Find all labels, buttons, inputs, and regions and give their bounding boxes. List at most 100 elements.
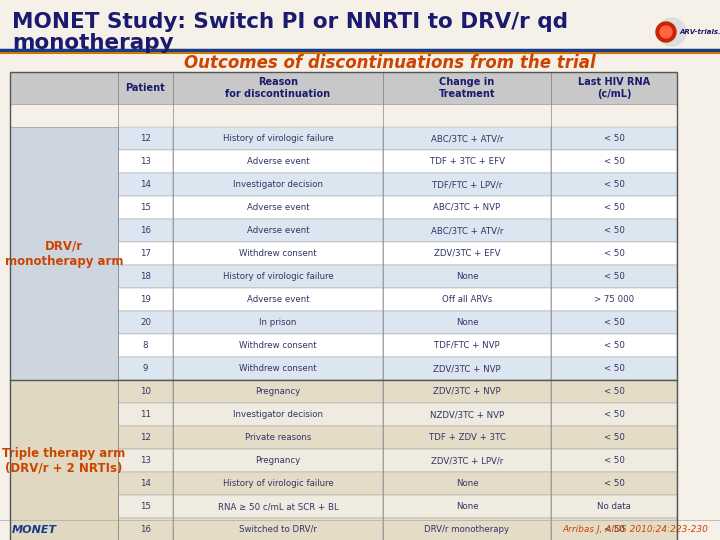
FancyBboxPatch shape bbox=[383, 219, 551, 242]
Text: < 50: < 50 bbox=[603, 433, 624, 442]
FancyBboxPatch shape bbox=[118, 518, 173, 540]
Text: < 50: < 50 bbox=[603, 134, 624, 143]
FancyBboxPatch shape bbox=[173, 72, 383, 104]
Text: ZDV/3TC + EFV: ZDV/3TC + EFV bbox=[433, 249, 500, 258]
FancyBboxPatch shape bbox=[383, 127, 551, 150]
FancyBboxPatch shape bbox=[383, 265, 551, 288]
Text: Reason
for discontinuation: Reason for discontinuation bbox=[225, 77, 330, 99]
Text: 10: 10 bbox=[140, 387, 151, 396]
Text: 19: 19 bbox=[140, 295, 151, 304]
FancyBboxPatch shape bbox=[118, 495, 173, 518]
FancyBboxPatch shape bbox=[383, 449, 551, 472]
FancyBboxPatch shape bbox=[173, 265, 383, 288]
Text: 9: 9 bbox=[143, 364, 148, 373]
FancyBboxPatch shape bbox=[173, 334, 383, 357]
Text: TDF/FTC + NVP: TDF/FTC + NVP bbox=[434, 341, 500, 350]
FancyBboxPatch shape bbox=[118, 173, 173, 196]
FancyBboxPatch shape bbox=[118, 449, 173, 472]
Text: MONET Study: Switch PI or NNRTI to DRV/r qd: MONET Study: Switch PI or NNRTI to DRV/r… bbox=[12, 12, 568, 32]
Text: In prison: In prison bbox=[259, 318, 297, 327]
Text: < 50: < 50 bbox=[603, 226, 624, 235]
Text: ABC/3TC + ATV/r: ABC/3TC + ATV/r bbox=[431, 226, 503, 235]
FancyBboxPatch shape bbox=[10, 72, 118, 104]
Text: < 50: < 50 bbox=[603, 479, 624, 488]
Circle shape bbox=[658, 18, 686, 46]
Text: 14: 14 bbox=[140, 479, 151, 488]
FancyBboxPatch shape bbox=[383, 357, 551, 380]
Text: No data: No data bbox=[597, 502, 631, 511]
FancyBboxPatch shape bbox=[383, 288, 551, 311]
Text: Investigator decision: Investigator decision bbox=[233, 180, 323, 189]
Text: 14: 14 bbox=[140, 180, 151, 189]
FancyBboxPatch shape bbox=[173, 426, 383, 449]
Text: Adverse event: Adverse event bbox=[247, 295, 310, 304]
Text: MONET: MONET bbox=[12, 525, 57, 535]
FancyBboxPatch shape bbox=[173, 196, 383, 219]
Text: 12: 12 bbox=[140, 134, 151, 143]
FancyBboxPatch shape bbox=[118, 472, 173, 495]
FancyBboxPatch shape bbox=[551, 472, 677, 495]
FancyBboxPatch shape bbox=[173, 311, 383, 334]
FancyBboxPatch shape bbox=[118, 380, 173, 403]
Text: ZDV/3TC + NVP: ZDV/3TC + NVP bbox=[433, 364, 501, 373]
Text: Adverse event: Adverse event bbox=[247, 157, 310, 166]
FancyBboxPatch shape bbox=[173, 219, 383, 242]
Text: Adverse event: Adverse event bbox=[247, 203, 310, 212]
Text: < 50: < 50 bbox=[603, 387, 624, 396]
Text: 12: 12 bbox=[140, 433, 151, 442]
Text: DRV/r
monotherapy arm: DRV/r monotherapy arm bbox=[5, 240, 123, 267]
FancyBboxPatch shape bbox=[551, 449, 677, 472]
Text: History of virologic failure: History of virologic failure bbox=[222, 272, 333, 281]
Text: < 50: < 50 bbox=[603, 364, 624, 373]
FancyBboxPatch shape bbox=[383, 173, 551, 196]
Text: Arribas J, AIDS 2010;24:223-230: Arribas J, AIDS 2010;24:223-230 bbox=[562, 525, 708, 535]
FancyBboxPatch shape bbox=[551, 426, 677, 449]
Text: Outcomes of discontinuations from the trial: Outcomes of discontinuations from the tr… bbox=[184, 54, 596, 72]
Text: < 50: < 50 bbox=[603, 456, 624, 465]
Text: History of virologic failure: History of virologic failure bbox=[222, 479, 333, 488]
Text: ABC/3TC + ATV/r: ABC/3TC + ATV/r bbox=[431, 134, 503, 143]
Text: > 75 000: > 75 000 bbox=[594, 295, 634, 304]
FancyBboxPatch shape bbox=[10, 127, 118, 380]
Text: ZDV/3TC + NVP: ZDV/3TC + NVP bbox=[433, 387, 501, 396]
Text: < 50: < 50 bbox=[603, 157, 624, 166]
FancyBboxPatch shape bbox=[118, 242, 173, 265]
FancyBboxPatch shape bbox=[118, 334, 173, 357]
Text: DRV/r monotherapy: DRV/r monotherapy bbox=[424, 525, 510, 534]
FancyBboxPatch shape bbox=[551, 357, 677, 380]
FancyBboxPatch shape bbox=[551, 311, 677, 334]
FancyBboxPatch shape bbox=[551, 380, 677, 403]
Text: 11: 11 bbox=[140, 410, 151, 419]
Text: History of virologic failure: History of virologic failure bbox=[222, 134, 333, 143]
Text: 15: 15 bbox=[140, 203, 151, 212]
FancyBboxPatch shape bbox=[118, 265, 173, 288]
FancyBboxPatch shape bbox=[118, 72, 173, 104]
Text: < 50: < 50 bbox=[603, 525, 624, 534]
FancyBboxPatch shape bbox=[551, 242, 677, 265]
FancyBboxPatch shape bbox=[551, 403, 677, 426]
FancyBboxPatch shape bbox=[173, 242, 383, 265]
Text: None: None bbox=[456, 318, 478, 327]
FancyBboxPatch shape bbox=[118, 219, 173, 242]
Text: ABC/3TC + NVP: ABC/3TC + NVP bbox=[433, 203, 500, 212]
Text: Pregnancy: Pregnancy bbox=[256, 387, 301, 396]
FancyBboxPatch shape bbox=[551, 518, 677, 540]
FancyBboxPatch shape bbox=[118, 196, 173, 219]
FancyBboxPatch shape bbox=[551, 72, 677, 104]
FancyBboxPatch shape bbox=[383, 380, 551, 403]
Text: 8: 8 bbox=[143, 341, 148, 350]
FancyBboxPatch shape bbox=[551, 196, 677, 219]
FancyBboxPatch shape bbox=[118, 150, 173, 173]
Text: 18: 18 bbox=[140, 272, 151, 281]
FancyBboxPatch shape bbox=[383, 334, 551, 357]
Circle shape bbox=[656, 22, 676, 42]
Text: Last HIV RNA
(c/mL): Last HIV RNA (c/mL) bbox=[578, 77, 650, 99]
FancyBboxPatch shape bbox=[383, 196, 551, 219]
FancyBboxPatch shape bbox=[551, 288, 677, 311]
Text: Withdrew consent: Withdrew consent bbox=[239, 341, 317, 350]
Text: Investigator decision: Investigator decision bbox=[233, 410, 323, 419]
FancyBboxPatch shape bbox=[551, 219, 677, 242]
FancyBboxPatch shape bbox=[551, 127, 677, 150]
Text: Triple therapy arm
(DRV/r + 2 NRTIs): Triple therapy arm (DRV/r + 2 NRTIs) bbox=[2, 447, 125, 475]
Text: Change in
Treatment: Change in Treatment bbox=[438, 77, 495, 99]
